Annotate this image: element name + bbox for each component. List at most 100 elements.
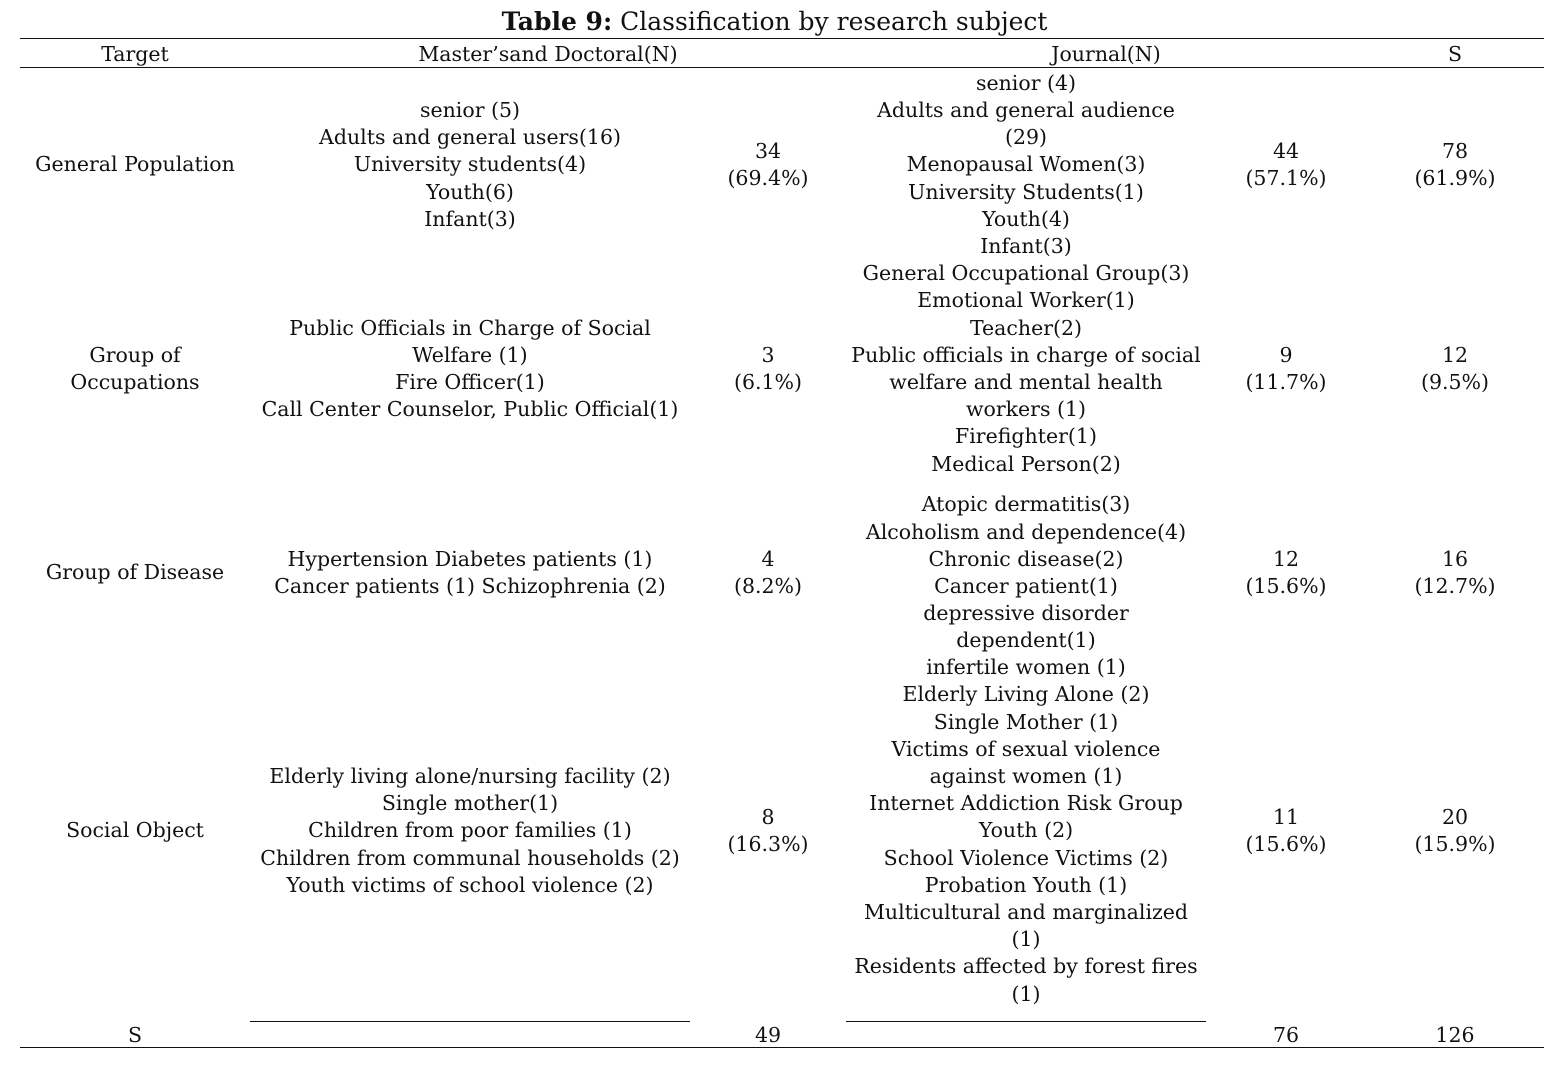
sum-cell: 12 (9.5%) — [1366, 260, 1544, 478]
journal-item: Probation Youth (1) — [924, 872, 1128, 897]
totals-label: S — [127, 1023, 143, 1047]
journal-item: depressive disorder — [923, 601, 1129, 626]
journal-item: infertile women (1) — [926, 655, 1126, 680]
masters-item: Youth victims of school violence (2) — [286, 872, 654, 897]
journal-item: Teacher(2) — [969, 315, 1083, 340]
journal-item: Medical Person(2) — [931, 451, 1121, 476]
sum-count: 20 — [1441, 804, 1469, 829]
totals-journal: 76 — [1272, 1023, 1300, 1047]
sum-percent: (12.7%) — [1414, 574, 1496, 598]
journal-item: Residents affected by forest fires — [854, 954, 1198, 979]
table-title-number: Table 9: — [501, 7, 613, 36]
totals-masters: 49 — [754, 1023, 782, 1047]
target-label: Occupations — [70, 370, 200, 394]
masters-items-cell: Hypertension Diabetes patients (1) Cancer… — [250, 478, 690, 668]
masters-item: Cancer patients (1) Schizophrenia (2) — [274, 574, 666, 598]
journal-percent: (57.1%) — [1245, 166, 1327, 190]
journal-item: (29) — [1004, 125, 1048, 150]
masters-items-cell: Elderly living alone/nursing facility (2… — [250, 668, 690, 994]
journal-items-cell: senior (4) Adults and general audience (29… — [846, 70, 1206, 260]
journal-item: against women (1) — [929, 764, 1123, 788]
masters-count: 3 — [761, 342, 775, 367]
journal-item: Alcoholism and dependence(4) — [865, 519, 1187, 544]
sum-count: 78 — [1441, 138, 1469, 163]
masters-items-cell: senior (5) Adults and general users(16) Un… — [250, 70, 690, 260]
masters-count: 4 — [761, 546, 775, 571]
journal-item: Adults and general audience — [877, 98, 1175, 122]
journal-percent: (15.6%) — [1245, 832, 1327, 856]
masters-percent: (69.4%) — [727, 166, 809, 190]
masters-item: Children from communal households (2) — [260, 845, 680, 870]
masters-percent: (16.3%) — [727, 832, 809, 856]
target-label: Group of Disease — [45, 560, 225, 585]
sum-percent: (15.9%) — [1414, 832, 1496, 856]
sum-percent: (9.5%) — [1420, 370, 1490, 394]
journal-count: 9 — [1279, 342, 1293, 367]
masters-item: Public Officials in Charge of Social — [289, 315, 651, 340]
journal-item: welfare and mental health — [889, 370, 1163, 394]
journal-item: (1) — [1011, 981, 1041, 1006]
journal-item: Youth (2) — [978, 818, 1074, 843]
totals-top-rule-2 — [846, 1021, 1206, 1022]
masters-count-cell: 3 (6.1%) — [690, 260, 846, 478]
journal-item: Youth(4) — [982, 206, 1070, 231]
masters-item: Hypertension Diabetes patients (1) — [287, 546, 653, 571]
journal-percent: (11.7%) — [1245, 370, 1327, 394]
journal-item: School Violence Victims (2) — [883, 845, 1169, 870]
header-rule — [20, 67, 1544, 68]
target-label: Group of — [89, 342, 181, 367]
masters-item: Youth(6) — [426, 179, 514, 204]
masters-count-cell: 34 (69.4%) — [690, 70, 846, 260]
journal-count: 12 — [1272, 546, 1300, 571]
masters-item: senior (5) — [419, 97, 521, 122]
journal-item: Emotional Worker(1) — [917, 288, 1135, 313]
journal-items-cell: Atopic dermatitis(3) Alcoholism and depen… — [846, 478, 1206, 668]
masters-item: Children from poor families (1) — [308, 818, 632, 843]
journal-count: 44 — [1272, 138, 1300, 163]
journal-item: Atopic dermatitis(3) — [921, 492, 1131, 517]
sum-count: 12 — [1441, 342, 1469, 367]
journal-item: Chronic disease(2) — [928, 546, 1124, 571]
totals-sum: 126 — [1435, 1023, 1475, 1047]
journal-item: Single Mother (1) — [933, 709, 1119, 734]
journal-count-cell: 11 (15.6%) — [1206, 668, 1366, 994]
masters-count: 8 — [761, 804, 775, 829]
header-sum: S — [1447, 42, 1463, 66]
header-target: Target — [101, 42, 169, 66]
journal-item: General Occupational Group(3) — [862, 261, 1190, 286]
masters-item: Welfare (1) — [412, 342, 528, 367]
journal-item: University Students(1) — [908, 179, 1144, 204]
header-masters: Master’sand Doctoral(N) — [418, 42, 678, 66]
masters-count-cell: 4 (8.2%) — [690, 478, 846, 668]
masters-percent: (6.1%) — [733, 370, 803, 394]
journal-count: 11 — [1272, 804, 1300, 829]
masters-items-cell: Public Officials in Charge of Social Welf… — [250, 260, 690, 478]
target-cell: Group of Occupations — [20, 260, 250, 478]
table-title-text: Classification by research subject — [620, 7, 1048, 36]
journal-item: (1) — [1011, 927, 1041, 952]
target-label: Social Object — [66, 818, 204, 843]
journal-item: Infant(3) — [980, 234, 1072, 259]
masters-item: Single mother(1) — [381, 791, 559, 816]
journal-item: Cancer patient(1) — [934, 574, 1118, 598]
journal-item: Multicultural and marginalized — [863, 900, 1189, 925]
target-cell: General Population — [20, 70, 250, 260]
journal-item: Internet Addiction Risk Group — [869, 791, 1183, 816]
journal-item: Firefighter(1) — [955, 424, 1097, 449]
journal-count-cell: 9 (11.7%) — [1206, 260, 1366, 478]
journal-count-cell: 44 (57.1%) — [1206, 70, 1366, 260]
totals-top-rule — [250, 1021, 690, 1022]
journal-items-cell: General Occupational Group(3) Emotional W… — [846, 260, 1206, 478]
journal-item: Victims of sexual violence — [891, 736, 1161, 761]
journal-item: dependent(1) — [956, 628, 1096, 653]
sum-cell: 78 (61.9%) — [1366, 70, 1544, 260]
masters-percent: (8.2%) — [733, 574, 803, 598]
journal-item: Menopausal Women(3) — [906, 152, 1146, 177]
masters-item: Elderly living alone/nursing facility (2… — [269, 763, 671, 788]
table-title: Table 9: Classification by research subj… — [0, 6, 1549, 38]
sum-cell: 20 (15.9%) — [1366, 668, 1544, 994]
top-rule — [20, 38, 1544, 39]
journal-item: senior (4) — [975, 70, 1077, 95]
journal-item: Elderly Living Alone (2) — [902, 682, 1150, 707]
masters-count-cell: 8 (16.3%) — [690, 668, 846, 994]
